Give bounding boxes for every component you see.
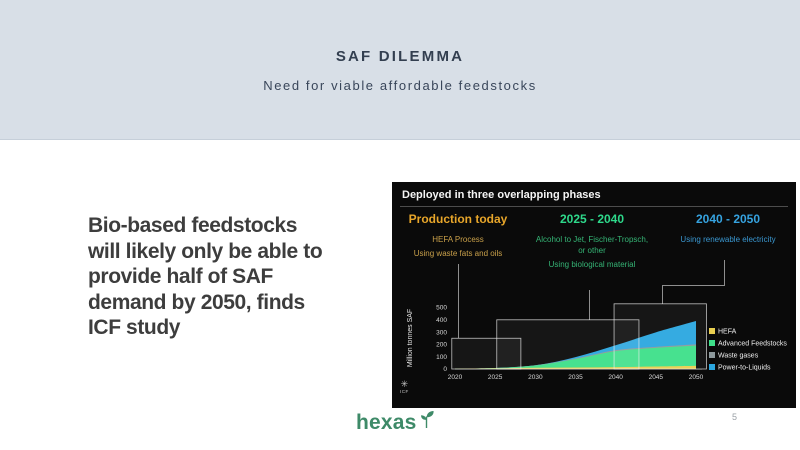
sprout-icon [420,411,434,428]
svg-text:2020: 2020 [448,374,463,381]
key-statement: Bio-based feedstocks will likely only be… [88,214,323,339]
phase-1-line-1: Using biological material [548,260,636,269]
connector-phase-2 [589,290,590,320]
hexas-logo-text: hexas [356,411,417,434]
slide-title: SAF DILEMMA [335,48,465,65]
saf-phases-chart: Deployed in three overlapping phases Pro… [392,182,796,408]
hexas-logo: hexas [356,411,435,434]
icf-logo-text: ICF [400,389,409,394]
connector-phase-1 [458,264,459,338]
phase-2-lines: Using renewable electricity [660,234,796,245]
stacked-area-plot: Million tonnes SAF 0 100 200 300 400 500 2020 20… [407,303,787,381]
svg-text:2035: 2035 [568,374,583,381]
icf-logo: ✳ ICF [400,380,409,396]
svg-text:HEFA: HEFA [718,329,737,336]
svg-text:300: 300 [436,329,447,336]
svg-text:500: 500 [436,305,447,312]
phase-2-title: 2040 - 2050 [695,212,761,226]
phase-0-lines: HEFA Process Using waste fats and oils [392,234,524,259]
svg-text:2040: 2040 [608,374,623,381]
page-number: 5 [732,412,738,422]
phase-2025-2040: 2025 - 2040 Alcohol to Jet, Fischer-Trop… [524,212,660,270]
svg-text:2025: 2025 [488,374,503,381]
phase-0-line-0: HEFA Process [432,235,484,244]
connector-phase-3-vertical [724,260,725,286]
phase-2040-2050: 2040 - 2050 Using renewable electricity [660,212,796,270]
svg-text:0: 0 [443,366,447,373]
svg-text:2045: 2045 [649,374,664,381]
svg-text:Advanced Feedstocks: Advanced Feedstocks [718,341,787,348]
svg-text:2030: 2030 [528,374,543,381]
phase-1-line-0: Alcohol to Jet, Fischer-Tropsch, or othe… [535,235,649,255]
svg-text:Power-to-Liquids: Power-to-Liquids [718,365,771,372]
phase-2-line-0: Using renewable electricity [680,235,776,244]
icf-star-icon: ✳ [400,379,409,389]
chart-title: Deployed in three overlapping phases [402,189,601,201]
svg-text:2050: 2050 [689,374,704,381]
slide-subtitle: Need for viable affordable feedstocks [263,78,537,93]
connector-phase-3-horizontal [662,285,725,286]
header-band: SAF DILEMMA Need for viable affordable f… [0,0,800,140]
phase-labels-row: Production today HEFA Process Using wast… [392,212,796,270]
svg-text:Million tonnes SAF: Million tonnes SAF [407,309,414,367]
connector-phase-3-drop [662,285,663,304]
phase-0-title: Production today [408,212,508,226]
phase-1-title: 2025 - 2040 [559,212,625,226]
svg-text:200: 200 [436,342,447,349]
chart-title-rule [400,206,788,207]
phase-1-lines: Alcohol to Jet, Fischer-Tropsch, or othe… [533,234,651,270]
phase-production-today: Production today HEFA Process Using wast… [392,212,524,270]
svg-text:400: 400 [436,317,447,324]
svg-text:Waste gases: Waste gases [718,353,759,360]
svg-text:100: 100 [436,354,447,361]
phase-0-line-1: Using waste fats and oils [413,249,503,258]
